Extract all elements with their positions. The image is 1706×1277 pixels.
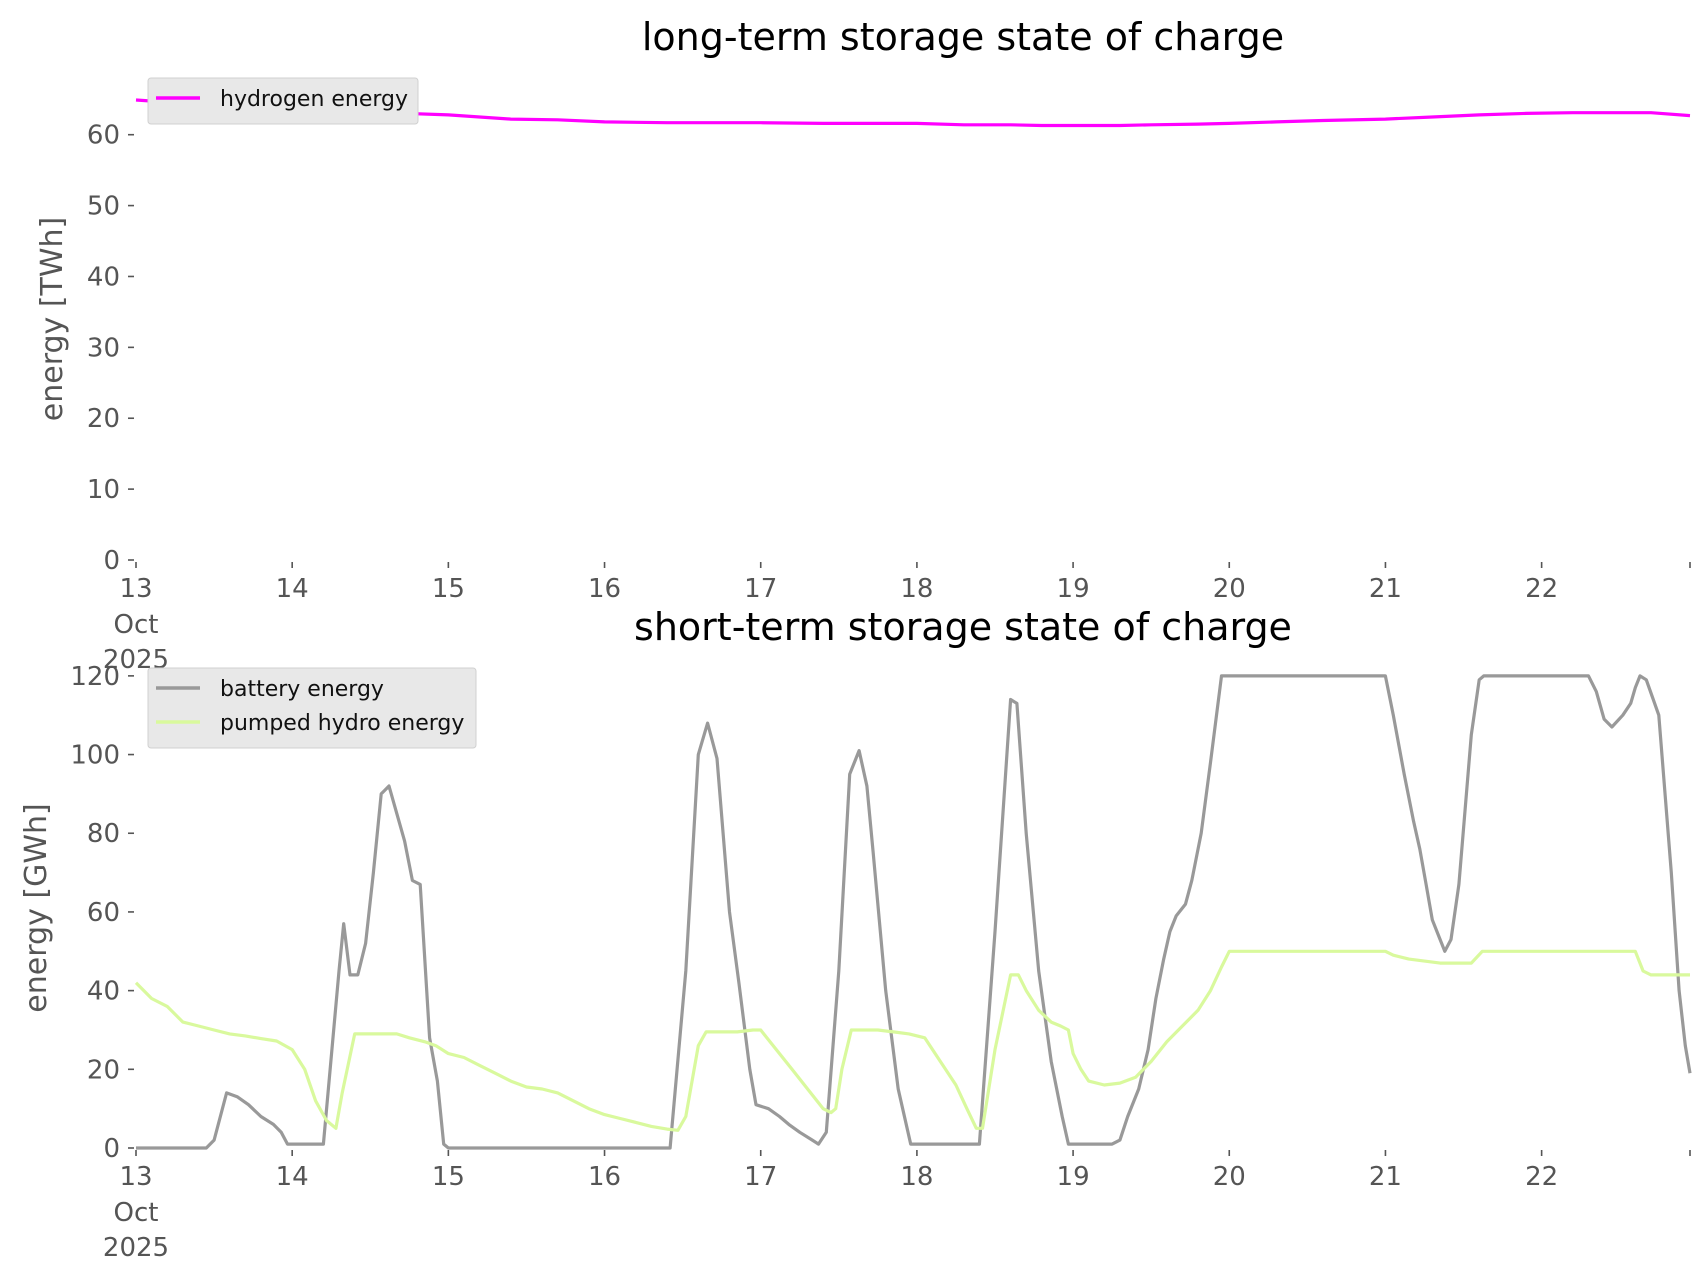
x-tick-label: 17 bbox=[744, 574, 777, 604]
chart-title: long-term storage state of charge bbox=[642, 15, 1284, 59]
x-tick-sublabel: Oct bbox=[114, 610, 159, 640]
x-tick-label: 16 bbox=[588, 574, 621, 604]
x-tick-label: 20 bbox=[1213, 574, 1246, 604]
legend: hydrogen energy bbox=[147, 77, 419, 125]
legend-box bbox=[147, 667, 477, 749]
y-tick-label: 30 bbox=[87, 333, 120, 363]
legend-label: hydrogen energy bbox=[220, 87, 408, 112]
y-tick-label: 40 bbox=[87, 977, 120, 1007]
x-tick-label: 16 bbox=[588, 1162, 621, 1192]
x-tick-label: 18 bbox=[900, 1162, 933, 1192]
y-axis-label: energy [GWh] bbox=[19, 803, 54, 1012]
y-tick-label: 50 bbox=[87, 192, 120, 222]
legend-label: battery energy bbox=[220, 677, 384, 702]
y-tick-label: 60 bbox=[87, 898, 120, 928]
x-tick-label: 19 bbox=[1057, 574, 1090, 604]
x-tick-label: 14 bbox=[276, 574, 309, 604]
y-tick-label: 60 bbox=[87, 121, 120, 151]
y-tick-label: 80 bbox=[87, 819, 120, 849]
y-tick-label: 120 bbox=[70, 662, 120, 692]
x-tick-label: 20 bbox=[1213, 1162, 1246, 1192]
x-tick-label: 17 bbox=[744, 1162, 777, 1192]
x-tick-label: 22 bbox=[1525, 1162, 1558, 1192]
y-axis-label: energy [TWh] bbox=[35, 217, 70, 421]
legend-box bbox=[147, 77, 419, 125]
x-tick-label: 13 bbox=[119, 1162, 152, 1192]
legend: battery energy pumped hydro energy bbox=[147, 667, 477, 749]
series-line-pumped-hydro-energy bbox=[134, 949, 1690, 1132]
long-term-storage-chart: long-term storage state of charge energy … bbox=[35, 15, 1691, 675]
x-tick-label: 22 bbox=[1525, 574, 1558, 604]
x-tick-label: 21 bbox=[1369, 574, 1402, 604]
x-tick-sublabel: 2025 bbox=[103, 1233, 169, 1263]
x-tick-sublabel: Oct bbox=[114, 1198, 159, 1228]
x-tick-label: 21 bbox=[1369, 1162, 1402, 1192]
y-tick-label: 40 bbox=[87, 262, 120, 292]
y-tick-label: 0 bbox=[103, 1134, 120, 1164]
x-tick-label: 14 bbox=[276, 1162, 309, 1192]
x-tick-label: 13 bbox=[119, 574, 152, 604]
y-tick-label: 100 bbox=[70, 741, 120, 771]
short-term-storage-chart: short-term storage state of charge energy… bbox=[19, 605, 1692, 1263]
x-tick-label: 15 bbox=[432, 1162, 465, 1192]
x-tick-label: 18 bbox=[900, 574, 933, 604]
x-tick-label: 19 bbox=[1057, 1162, 1090, 1192]
y-tick-label: 0 bbox=[103, 546, 120, 576]
y-tick-label: 20 bbox=[87, 1055, 120, 1085]
y-tick-label: 10 bbox=[87, 475, 120, 505]
series-line-battery-energy bbox=[136, 674, 1692, 1150]
y-tick-label: 20 bbox=[87, 404, 120, 434]
x-tick-label: 15 bbox=[432, 574, 465, 604]
legend-label: pumped hydro energy bbox=[220, 711, 464, 736]
chart-title: short-term storage state of charge bbox=[634, 605, 1292, 649]
